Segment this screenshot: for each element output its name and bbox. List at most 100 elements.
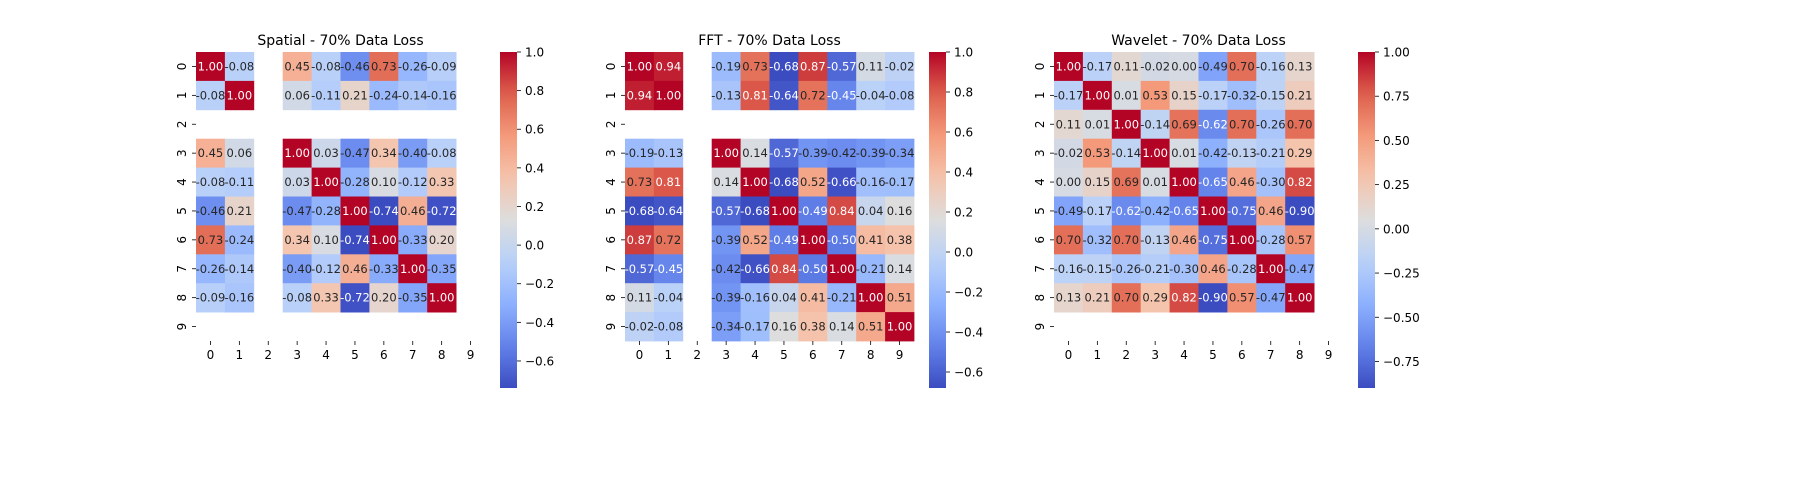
heatmap-cell: [369, 80, 399, 111]
heatmap-cell: [856, 254, 886, 284]
cell-value-label: 1.00: [371, 233, 397, 247]
heatmap-cell: [427, 167, 457, 197]
cell-value-label: -0.40: [398, 146, 428, 160]
heatmap-cell: [369, 254, 399, 284]
x-tick-label: 2: [693, 348, 701, 362]
y-tick-label: 6: [1033, 236, 1047, 244]
cell-value-label: -0.13: [711, 88, 741, 102]
cell-value-label: 0.16: [887, 204, 913, 218]
y-tick-label: 3: [175, 149, 189, 157]
cell-value-label: -0.90: [1198, 291, 1228, 305]
cell-value-label: 0.57: [1229, 291, 1255, 305]
heatmap-cell: [885, 52, 915, 82]
cell-value-label: -0.68: [625, 204, 655, 218]
cell-value-label: -0.45: [827, 88, 857, 102]
cell-value-label: -0.42: [1198, 146, 1228, 160]
x-tick-label: 8: [1296, 348, 1304, 362]
y-tick-label: 9: [175, 323, 189, 331]
cell-value-label: -0.68: [769, 59, 799, 73]
cell-value-label: 1.00: [400, 262, 426, 276]
cell-value-label: -0.62: [1198, 117, 1228, 131]
cell-value-label: -0.68: [740, 204, 770, 218]
heatmap-cell: [653, 138, 684, 168]
heatmap-cell: [798, 225, 828, 255]
y-tick-label: 6: [175, 236, 189, 244]
heatmap-cell: [1285, 52, 1315, 82]
cell-value-label: 0.70: [1113, 233, 1139, 247]
cell-value-label: 0.70: [1229, 117, 1255, 131]
heatmap-cell: [340, 225, 370, 255]
cell-value-label: 0.21: [342, 88, 368, 102]
colorbar-tick-label: 0.6: [954, 126, 973, 140]
cell-value-label: 1.00: [1229, 233, 1255, 247]
colorbar: [1358, 52, 1375, 388]
cell-value-label: -0.09: [196, 291, 226, 305]
heatmap-cell: [398, 138, 428, 168]
heatmap-cell: [711, 138, 741, 168]
heatmap-cell: [856, 312, 886, 342]
heatmap-cell: [827, 254, 857, 284]
cell-value-label: 0.46: [1200, 262, 1226, 276]
cell-value-label: 0.00: [1171, 59, 1197, 73]
x-tick-label: 6: [809, 348, 817, 362]
cell-value-label: 0.82: [1171, 291, 1197, 305]
heatmap-cell: [885, 167, 915, 197]
heatmap-cell: [740, 196, 770, 226]
cell-value-label: -0.02: [885, 59, 915, 73]
heatmap-cell: [769, 196, 799, 226]
y-tick-label: 7: [175, 265, 189, 273]
heatmap-cell: [1082, 52, 1113, 82]
heatmap-cell: [1227, 225, 1257, 255]
heatmap-cell: [1082, 138, 1113, 168]
heatmap-cell: [1140, 167, 1170, 197]
heatmap-cell: [856, 283, 886, 313]
cell-value-label: -0.35: [398, 291, 428, 305]
cell-value-label: 0.82: [1287, 175, 1313, 189]
x-tick-label: 3: [293, 348, 301, 362]
cell-value-label: -0.50: [827, 233, 857, 247]
cell-value-label: -0.26: [1111, 262, 1141, 276]
heatmap-cell: [282, 196, 312, 226]
heatmap-cell: [224, 167, 255, 197]
cell-value-label: -0.16: [1256, 59, 1286, 73]
cell-value-label: -0.08: [653, 320, 683, 334]
x-tick-label: 0: [207, 348, 215, 362]
heatmap-cell: [1082, 80, 1113, 111]
heatmap-cell: [711, 80, 741, 111]
heatmap-cell: [1082, 254, 1113, 284]
heatmap-cell: [827, 80, 857, 111]
cell-value-label: -0.08: [311, 59, 341, 73]
colorbar-tick-label: 0.0: [525, 239, 544, 253]
heatmap-cell: [740, 52, 770, 82]
cell-value-label: 0.15: [1085, 175, 1111, 189]
cell-value-label: -0.30: [1256, 175, 1286, 189]
cell-value-label: 0.52: [800, 175, 826, 189]
cell-value-label: 0.81: [656, 175, 682, 189]
heatmap-cell: [625, 225, 655, 255]
heatmap-cell: [798, 312, 828, 342]
cell-value-label: 0.46: [342, 262, 368, 276]
heatmap-cell: [1054, 167, 1084, 197]
colorbar-tick-label: −0.6: [525, 354, 554, 368]
heatmap-cell: [1227, 196, 1257, 226]
cell-value-label: 0.73: [371, 59, 397, 73]
cell-value-label: 1.00: [198, 59, 224, 73]
heatmap-cell: [711, 52, 741, 82]
colorbar-tick-label: 0.50: [1383, 134, 1410, 148]
cell-value-label: -0.32: [1227, 88, 1257, 102]
cell-value-label: 0.14: [742, 146, 768, 160]
y-tick-label: 1: [1033, 92, 1047, 100]
heatmap-cell: [653, 196, 684, 226]
cell-value-label: -0.57: [827, 59, 857, 73]
heatmap-cell: [340, 80, 370, 111]
heatmap-cell: [711, 283, 741, 313]
x-tick-label: 3: [722, 348, 730, 362]
colorbar-tick-label: −0.4: [954, 326, 983, 340]
cell-value-label: 0.45: [284, 59, 310, 73]
cell-value-label: 0.13: [1287, 59, 1313, 73]
cell-value-label: 0.70: [1113, 291, 1139, 305]
heatmap-cell: [885, 225, 915, 255]
cell-value-label: -0.14: [1140, 117, 1170, 131]
x-tick-label: 3: [1151, 348, 1159, 362]
cell-value-label: 0.20: [429, 233, 455, 247]
